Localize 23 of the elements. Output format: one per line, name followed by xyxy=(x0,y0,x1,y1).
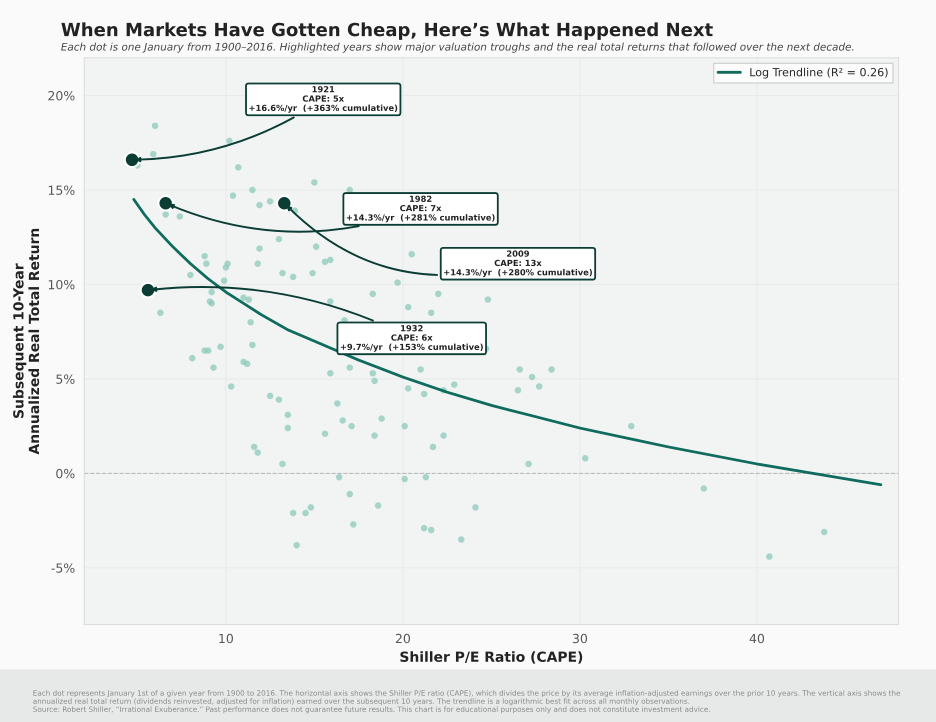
y-tick-label: 0% xyxy=(56,468,75,478)
y-tick-label: -5% xyxy=(51,563,75,573)
annotation: 1932 CAPE: 6x +9.7%/yr (+153% cumulative) xyxy=(340,325,483,352)
point xyxy=(124,151,140,168)
x-tick-label: 20 xyxy=(396,634,410,644)
x-tick-label: 10 xyxy=(219,634,233,644)
x-tick-label: 40 xyxy=(750,634,764,644)
x-axis-title: Shiller P/E Ratio (CAPE) xyxy=(400,651,582,664)
y-tick-label: 10% xyxy=(48,280,75,290)
annotation: 2009 CAPE: 13x +14.3%/yr (+280% cumulative) xyxy=(444,250,592,278)
annotation: 1982 CAPE: 7x +14.3%/yr (+281% cumulative) xyxy=(346,196,495,222)
chart-subtitle: Each dot is one January from 1900–2016. Highlighted years show major valuation troughs and the real total returns that followed over the next decade. xyxy=(61,42,854,53)
point xyxy=(140,282,156,298)
y-tick-label: 20% xyxy=(48,91,75,100)
annotation: 1921 CAPE: 5x +16.6%/yr (+363% cumulative) xyxy=(249,86,398,113)
legend-label: Log Trendline (R² = 0.26) xyxy=(750,68,888,79)
point xyxy=(157,194,174,212)
y-axis-title: Subsequent 10-Year Annualized Real Total Return xyxy=(12,228,40,454)
y-tick-label: 5% xyxy=(56,374,75,384)
y-tick-label: 15% xyxy=(48,185,75,195)
point xyxy=(276,194,293,212)
chart-title: When Markets Have Gotten Cheap, Here’s What Happened Next xyxy=(61,22,713,40)
x-tick-label: 30 xyxy=(572,634,588,644)
